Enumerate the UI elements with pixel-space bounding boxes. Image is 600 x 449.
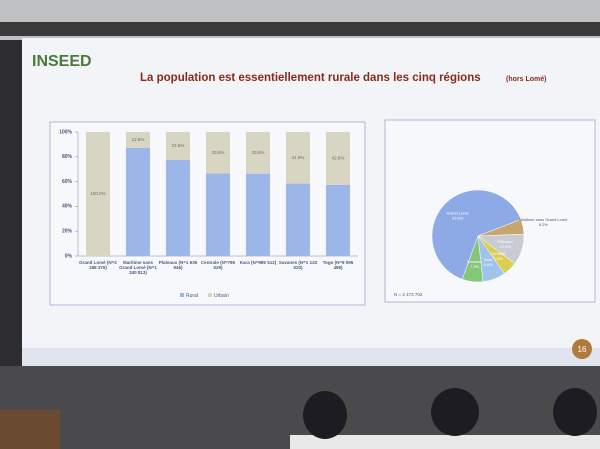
y-tick-label: 80% xyxy=(62,154,73,160)
value-label: 42.6% xyxy=(332,156,345,161)
slice-label: Maritime sans Grand Lomé xyxy=(519,217,568,222)
person xyxy=(431,388,479,436)
slice-label: Centrale xyxy=(490,251,506,256)
legend-swatch xyxy=(180,293,184,297)
bar-segment xyxy=(246,173,270,256)
value-label: 41.6% xyxy=(292,155,305,160)
person xyxy=(303,391,347,439)
x-tick-label: Plateaux (N=1 635 946) xyxy=(158,260,198,270)
bar-segment xyxy=(326,132,350,185)
slice-label: Grand Lomé xyxy=(447,211,470,216)
x-tick-label: Grand Lomé (N=2 188 376) xyxy=(79,260,117,270)
bar-segment xyxy=(166,160,190,256)
slide-title: La population est essentiellement rurale… xyxy=(140,72,481,84)
slice-label: Kara xyxy=(484,257,493,262)
legend-label: Rural xyxy=(186,293,198,299)
bar-segment xyxy=(206,132,230,174)
pie-slice xyxy=(431,189,522,280)
podium xyxy=(0,410,60,449)
x-tick-label: Maritime sans Grand Lomé (N=1 340 813) xyxy=(119,260,157,275)
page-badge xyxy=(572,339,592,359)
slice-label: Plateaux xyxy=(497,239,513,244)
slice-value: 7.3% xyxy=(470,264,480,269)
logo: INSEED xyxy=(32,53,92,70)
bar-segment xyxy=(286,183,310,256)
slice-value: 63.6% xyxy=(452,216,464,221)
bar-segment xyxy=(206,173,230,256)
legend-label: Urbain xyxy=(214,293,229,299)
pie-slice xyxy=(461,235,484,283)
slice-value: 10.9% xyxy=(500,244,512,249)
y-tick-label: 100% xyxy=(59,129,72,135)
bar-segment xyxy=(166,132,190,161)
slide-footer xyxy=(22,348,600,366)
slice-value: 5.2% xyxy=(539,222,549,227)
bar-segment xyxy=(246,132,270,174)
y-tick-label: 20% xyxy=(62,229,73,235)
person xyxy=(553,388,597,436)
x-tick-label: Savanes (N=1 143 520) xyxy=(278,260,318,270)
page-number: 16 xyxy=(578,345,587,354)
y-tick-label: 40% xyxy=(62,204,73,210)
value-label: 22.6% xyxy=(172,143,185,148)
value-label: 33.6% xyxy=(252,150,265,155)
x-tick-label: Centrale (N=795 529) xyxy=(200,260,236,270)
slide-title-note: (hors Lomé) xyxy=(506,76,546,83)
value-label: 33.5% xyxy=(212,150,225,155)
y-tick-label: 0% xyxy=(65,253,73,259)
slice-label: Savanes xyxy=(467,259,483,264)
x-tick-label: Togo (N=8 095 498) xyxy=(322,260,354,270)
bar-segment xyxy=(326,184,350,256)
x-tick-label: Kara (N=985 512) xyxy=(239,260,277,265)
slice-value: 5.0% xyxy=(493,256,503,261)
y-tick-label: 60% xyxy=(62,179,73,185)
bar-segment xyxy=(286,132,310,184)
pie-note: N = 2 473 702 xyxy=(394,292,423,297)
value-label: 100.0% xyxy=(90,191,105,196)
projector-bar xyxy=(0,22,600,36)
legend-swatch xyxy=(208,293,212,297)
bar-segment xyxy=(86,132,110,256)
table xyxy=(290,435,600,449)
bar-segment xyxy=(126,147,150,256)
slice-value: 8.0% xyxy=(484,262,494,267)
value-label: 12.8% xyxy=(132,137,145,142)
bar-segment xyxy=(126,132,150,148)
